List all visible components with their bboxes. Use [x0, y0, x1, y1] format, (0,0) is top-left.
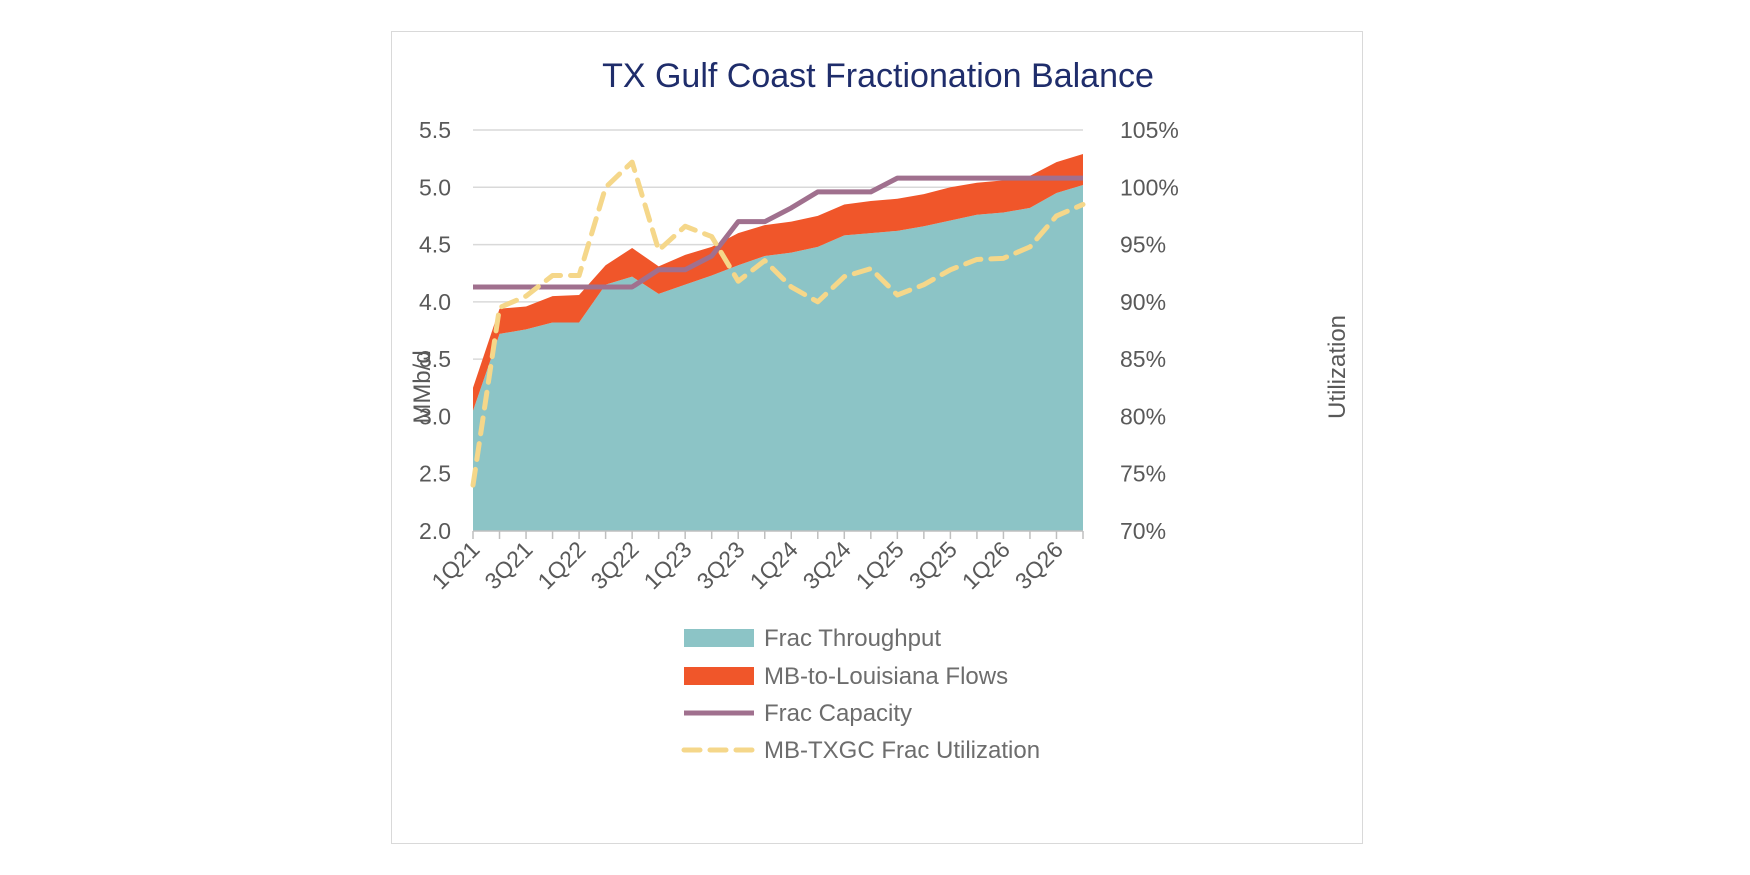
y2-axis-title: Utilization [1324, 315, 1351, 419]
y-tick-label: 2.0 [419, 518, 451, 544]
x-tick-label: 1Q26 [957, 536, 1015, 594]
series-frac-capacity-line [473, 175, 1083, 290]
x-tick-label: 1Q24 [745, 536, 803, 594]
y2-tick-label: 70% [1120, 518, 1166, 544]
y2-tick-label: 100% [1120, 174, 1179, 200]
legend-label: Frac Throughput [764, 625, 941, 652]
x-tick-label: 3Q25 [904, 536, 962, 594]
y2-tick-label: 75% [1120, 461, 1166, 487]
x-tick-label: 3Q24 [798, 536, 856, 594]
legend-swatch [684, 667, 754, 685]
legend-swatch [684, 629, 754, 647]
chart-frame: TX Gulf Coast Fractionation Balance 1Q21… [391, 31, 1363, 844]
chart: TX Gulf Coast Fractionation Balance 1Q21… [409, 57, 1351, 764]
series-mb-to-louisiana-area [473, 154, 1083, 411]
legend-label: MB-to-Louisiana Flows [764, 663, 1008, 690]
x-tick-label: 1Q25 [851, 536, 909, 594]
x-tick-label: 1Q21 [426, 536, 484, 594]
y2-tick-label: 105% [1120, 117, 1179, 143]
x-tick-label: 1Q22 [532, 536, 590, 594]
y-axis-left: 5.5 5.0 4.5 4.0 3.5 3.0 2.5 2.0 [419, 117, 451, 544]
y-axis-title: MMb/d [409, 350, 436, 423]
x-axis: 1Q213Q211Q223Q221Q233Q231Q243Q241Q253Q25… [426, 530, 1084, 594]
y-tick-label: 2.5 [419, 461, 451, 487]
x-tick-label: 1Q23 [639, 536, 697, 594]
y-tick-label: 5.5 [419, 117, 451, 143]
x-tick-label: 3Q21 [479, 536, 537, 594]
y-tick-label: 3.0 [419, 403, 451, 429]
chart-title: TX Gulf Coast Fractionation Balance [602, 57, 1154, 95]
x-tick-label: 3Q23 [692, 536, 750, 594]
y-tick-label: 5.0 [419, 174, 451, 200]
y2-tick-label: 80% [1120, 403, 1166, 429]
x-tick-label: 3Q26 [1010, 536, 1068, 594]
x-tick-label: 3Q22 [585, 536, 643, 594]
y2-tick-label: 95% [1120, 232, 1166, 258]
series-frac-utilization-line [470, 159, 1086, 488]
y-tick-label: 4.0 [419, 289, 451, 315]
y-axis-right: 105% 100% 95% 90% 85% 80% 75% 70% [1120, 117, 1179, 544]
y2-tick-label: 90% [1120, 289, 1166, 315]
y-tick-label: 3.5 [419, 346, 451, 372]
series-frac-throughput-area [473, 184, 1083, 531]
line-series [470, 159, 1086, 488]
legend-label: Frac Capacity [764, 700, 912, 727]
y2-tick-label: 85% [1120, 346, 1166, 372]
area-series [473, 154, 1083, 531]
legend: Frac Throughput MB-to-Louisiana Flows Frac… [681, 625, 1040, 764]
y-tick-label: 4.5 [419, 232, 451, 258]
legend-label: MB-TXGC Frac Utilization [764, 737, 1040, 764]
